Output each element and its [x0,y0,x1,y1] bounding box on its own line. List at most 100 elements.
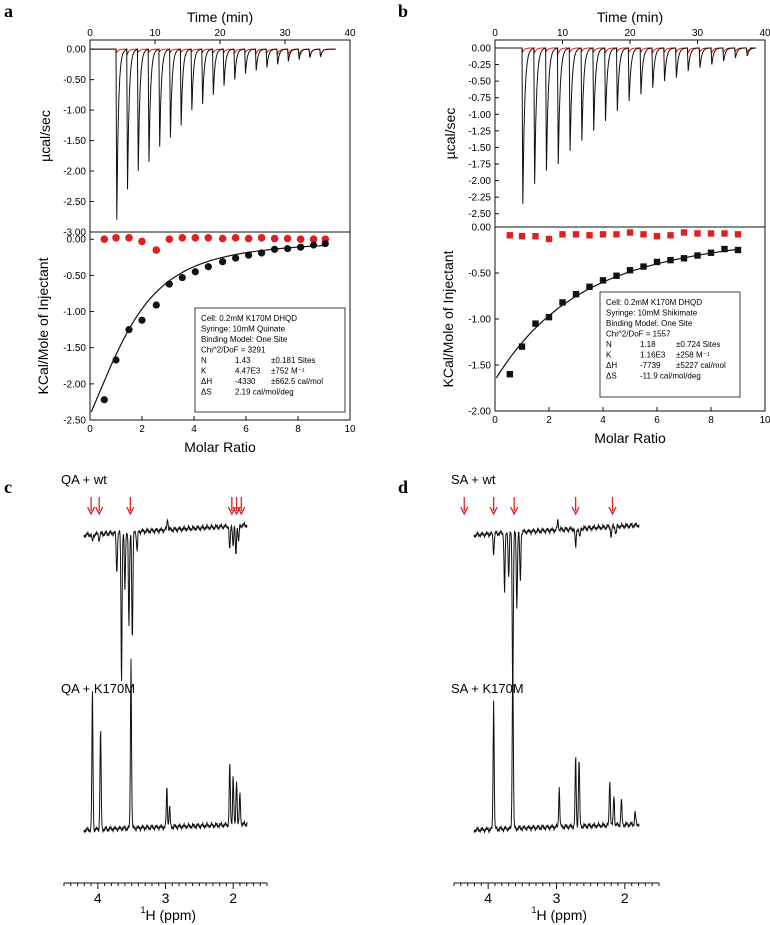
fit-parameter-name: K [606,351,612,360]
sample-data-point [165,280,173,288]
panel-label-c: c [4,477,12,497]
peak-arrow-head [95,506,104,516]
ppm-tick-label: 4 [94,890,102,906]
bottom-y-tick-label: 0.00 [472,223,492,234]
reference-data-point [218,234,227,243]
fit-parameter-value: -7739 [640,361,661,370]
bottom-plot-frame [89,231,351,421]
top-x-tick-label: 20 [624,28,636,39]
bottom-y-tick-label: -2.50 [63,416,86,427]
fit-parameter-name: ΔH [201,377,212,386]
fit-parameter-value: 2.19 cal/mol/deg [235,388,294,397]
panel-label-d: d [398,477,408,497]
top-y-tick-label: -1.25 [468,126,491,137]
sample-data-point [232,254,240,262]
reference-data-point [721,230,728,237]
sample-data-point [125,326,133,334]
sample-data-point [297,243,305,251]
fit-parameters-line: Syringe: 10mM Quinate [201,325,286,334]
reference-data-point [231,233,240,242]
sample-data-point [204,263,212,271]
sample-data-point [245,251,253,259]
peak-arrow-head [126,506,135,516]
reference-data-point [283,234,292,243]
fit-parameter-value: 1.43 [235,356,251,365]
ppm-axis-title-superscript: 1 [141,905,146,915]
sample-data-point [284,245,292,253]
bottom-x-tick-label: 4 [191,424,197,435]
bottom-x-tick-label: 6 [243,424,249,435]
top-y-tick-label: -1.00 [468,110,491,121]
reference-data-point [545,235,553,243]
top-y-tick-label: -0.50 [63,75,86,86]
bottom-x-tick-label: 10 [759,415,770,426]
sample-data-point [258,249,266,257]
ppm-tick-label: 4 [484,890,492,906]
sample-data-point [271,245,279,253]
ppm-axis-title-superscript: 1 [532,905,537,915]
bottom-x-axis-title: Molar Ratio [594,430,666,446]
reference-data-point [518,233,526,240]
sample-thermogram-trace [91,48,336,220]
top-y-axis-title: µcal/sec [37,110,53,162]
sample-data-point [734,246,742,254]
reference-data-point [257,233,266,242]
peak-arrow-head [489,506,498,516]
peak-arrow-head [237,506,246,516]
bottom-x-tick-label: 2 [546,415,552,426]
bottom-x-axis-title: Molar Ratio [184,439,256,455]
fit-parameter-name: N [201,356,207,365]
reference-data-point [100,235,109,244]
top-x-tick-label: 30 [279,28,291,39]
bottom-y-tick-label: -0.50 [63,271,86,282]
top-y-tick-label: -2.00 [468,176,491,187]
top-x-tick-label: 0 [492,28,498,39]
fit-parameter-error: ±752 M⁻¹ [271,367,305,376]
bottom-y-tick-label: -2.00 [468,407,491,418]
reference-data-point [653,233,661,240]
fit-parameters-line: Cell: 0.2mM K170M DHQD [606,298,702,307]
fit-parameters-line: Chi^2/DoF = 3291 [201,346,266,355]
bottom-x-tick-label: 6 [654,415,660,426]
reference-data-point [506,232,514,239]
reference-data-point [270,234,279,243]
sample-data-point [191,268,199,276]
spectrum-label-bottom: QA + K170M [61,681,135,696]
bottom-y-tick-label: -1.00 [468,315,491,326]
spectrum-label-top: QA + wt [61,472,107,487]
reference-data-point [626,229,634,236]
sample-data-point [667,256,674,264]
sample-data-point [138,316,146,324]
fit-parameter-name: ΔS [606,372,617,381]
sample-data-point [613,272,620,279]
top-y-tick-label: -1.00 [63,106,86,117]
sample-data-point [506,371,514,378]
sample-data-point [559,299,566,306]
top-y-tick-label: -1.50 [63,136,86,147]
sample-data-point [640,263,647,270]
fit-parameter-error: ±0.724 Sites [676,340,720,349]
bottom-x-tick-label: 0 [492,415,498,426]
top-x-tick-label: 20 [214,28,226,39]
reference-data-point [532,233,539,240]
spectrum-trace-top [83,518,248,682]
fit-parameter-name: ΔH [606,361,617,370]
spectrum-label-bottom: SA + K170M [451,681,524,696]
sample-data-point [100,396,108,404]
bottom-y-axis-title: KCal/Mole of Injectant [440,250,456,387]
peak-arrow-head [86,506,96,516]
reference-data-point [559,231,566,238]
sample-data-point [680,255,688,262]
top-y-tick-label: -0.75 [468,93,491,104]
bottom-y-tick-label: -1.50 [63,343,86,354]
fit-parameters-line: Binding Model: One Site [606,319,693,328]
bottom-y-axis-title: KCal/Mole of Injectant [35,257,51,394]
fit-parameter-value: 1.18 [640,340,656,349]
bottom-x-tick-label: 10 [344,424,356,435]
spectrum-trace-bottom [473,667,640,835]
fit-parameters-line: Cell: 0.2mM K170M DHQD [201,314,297,323]
top-x-tick-label: 40 [759,28,770,39]
bottom-y-tick-label: -1.50 [468,361,491,372]
fit-parameter-error: ±662.5 cal/mol [271,377,323,386]
